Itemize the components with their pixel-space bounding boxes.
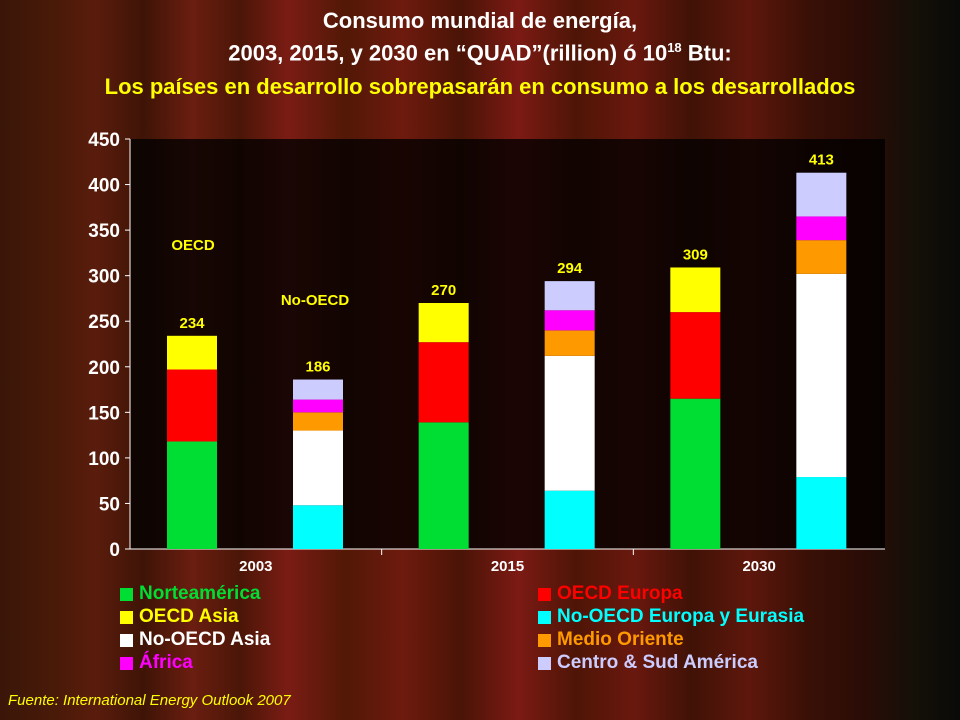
bar-segment (418, 422, 469, 549)
x-tick-label: 2003 (239, 558, 272, 575)
legend-swatch (538, 633, 551, 647)
legend-swatch (120, 633, 133, 647)
bar-segment (167, 335, 217, 370)
bar-segment (670, 398, 721, 549)
bar-segment (167, 369, 217, 442)
legend-item: Norteamérica (120, 583, 260, 605)
bar-segment (293, 399, 343, 413)
legend-swatch (120, 610, 133, 624)
legend-swatch (538, 656, 551, 670)
bar-segment (796, 273, 847, 478)
bar-segment (544, 355, 595, 491)
bar-segment (796, 172, 847, 217)
y-tick-label: 50 (99, 494, 120, 515)
bar-segment (544, 281, 595, 311)
bar-segment (418, 342, 469, 423)
legend-label: Centro & Sud América (557, 652, 758, 673)
y-tick-label: 400 (88, 176, 120, 197)
total-label: 309 (683, 246, 708, 263)
total-label: 186 (305, 359, 330, 376)
total-label: 413 (809, 152, 834, 169)
legend-item: OECD Asia (120, 606, 239, 628)
legend-item: África (120, 652, 193, 674)
non-oecd-annotation: No-OECD (281, 292, 349, 309)
legend-item: No-OECD Asia (120, 629, 270, 651)
subtitle-suffix: Btu: (681, 40, 732, 66)
bar-segment (796, 216, 847, 241)
y-tick-label: 100 (88, 449, 120, 470)
legend-item: Medio Oriente (538, 629, 684, 651)
bar-segment (293, 412, 343, 431)
legend-label: Norteamérica (139, 583, 261, 604)
legend-label: Medio Oriente (557, 629, 684, 650)
total-label: 234 (179, 315, 205, 332)
y-tick-label: 350 (88, 221, 120, 242)
legend-swatch (538, 610, 551, 624)
bar-segment (544, 330, 595, 356)
oecd-annotation: OECD (171, 237, 215, 254)
y-tick-label: 0 (109, 540, 120, 561)
legend-label: No-OECD Asia (139, 629, 271, 650)
x-tick-label: 2015 (491, 558, 524, 575)
chart-headline: Los países en desarrollo sobrepasarán en… (104, 74, 856, 99)
y-tick-label: 250 (88, 312, 120, 333)
bar-segment (418, 303, 469, 343)
bar-segment (544, 490, 595, 549)
legend-item: Centro & Sud América (538, 652, 758, 674)
bar-segment (293, 505, 343, 549)
bar-segment (293, 379, 343, 400)
legend-item: OECD Europa (538, 583, 683, 605)
total-label: 294 (557, 260, 583, 277)
total-label: 270 (431, 282, 456, 299)
legend-swatch (538, 587, 551, 601)
subtitle-text: 2003, 2015, y 2030 en “QUAD”(rillion) ó … (228, 40, 668, 66)
bar-segment (796, 477, 847, 549)
legend-label: África (139, 652, 193, 673)
bar-segment (670, 267, 721, 313)
bar-segment (670, 312, 721, 399)
bar-segment (167, 441, 217, 549)
bar-segment (293, 430, 343, 506)
legend-label: OECD Asia (139, 606, 239, 627)
bar-segment (796, 240, 847, 274)
source-note: Fuente: International Energy Outlook 200… (8, 692, 291, 709)
chart-title: Consumo mundial de energía, (322, 8, 638, 33)
legend-item: No-OECD Europa y Eurasia (538, 606, 804, 628)
chart-subtitle: 2003, 2015, y 2030 en “QUAD”(rillion) ó … (0, 40, 960, 66)
x-tick-label: 2030 (742, 558, 775, 575)
subtitle-exponent: 18 (667, 40, 682, 55)
y-tick-label: 150 (88, 403, 120, 424)
legend-swatch (120, 656, 133, 670)
bar-segment (544, 310, 595, 331)
y-tick-label: 300 (88, 267, 120, 288)
legend-label: No-OECD Europa y Eurasia (557, 606, 805, 627)
y-tick-label: 200 (88, 358, 120, 379)
legend-label: OECD Europa (557, 583, 683, 604)
y-tick-label: 450 (88, 130, 120, 151)
legend-swatch (120, 587, 133, 601)
plot-area (130, 139, 885, 549)
